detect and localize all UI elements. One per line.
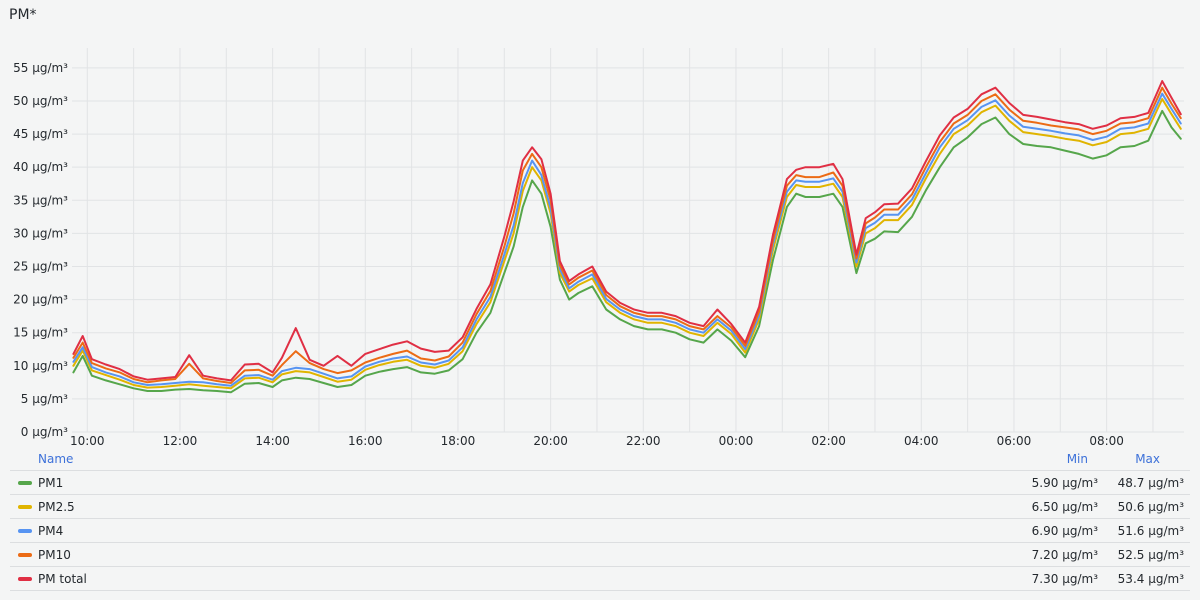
y-tick-label: 20 µg/m³ [13,293,68,307]
legend-max-value: 53.4 µg/m³ [1117,572,1184,586]
x-tick-label: 14:00 [255,434,290,448]
series-line-pm4 [72,92,1182,387]
y-tick-label: 30 µg/m³ [13,226,68,240]
legend-row-pm10[interactable]: PM10 7.20 µg/m³ 52.5 µg/m³ [10,543,1190,567]
y-axis-ticks: 0 µg/m³ 5 µg/m³ 10 µg/m³ 15 µg/m³ 20 µg/m³ 25… [13,61,68,439]
x-axis-ticks: 10:00 12:00 14:00 16:00 18:00 20:00 22:00 00:00… [70,434,1124,448]
x-tick-label: 18:00 [441,434,476,448]
x-tick-label: 08:00 [1089,434,1124,448]
legend-max-header[interactable]: Max [1135,452,1160,466]
legend-name-header[interactable]: Name [38,452,74,466]
y-tick-label: 5 µg/m³ [21,392,68,406]
x-tick-label: 06:00 [997,434,1032,448]
series-line-pm-total [72,80,1182,382]
legend-min-value: 6.50 µg/m³ [1031,500,1098,514]
legend-label[interactable]: PM1 [38,476,64,490]
series-color-swatch [18,505,32,509]
x-tick-label: 00:00 [719,434,754,448]
legend-label[interactable]: PM4 [38,524,64,538]
legend-header: Name Min Max [10,450,1190,471]
panel-title: PM* [9,7,37,23]
legend-row-pm4[interactable]: PM4 6.90 µg/m³ 51.6 µg/m³ [10,519,1190,543]
y-tick-label: 50 µg/m³ [13,94,68,108]
legend-max-value: 52.5 µg/m³ [1117,548,1184,562]
x-tick-label: 12:00 [163,434,198,448]
timeseries-chart: 0 µg/m³ 5 µg/m³ 10 µg/m³ 15 µg/m³ 20 µg/m³ 25… [13,48,1184,448]
y-tick-label: 25 µg/m³ [13,259,68,273]
legend-min-header[interactable]: Min [1066,452,1088,466]
series-lines [72,80,1182,394]
legend-table: Name Min Max PM1 5.90 µg/m³ 48.7 µg/m³ P… [10,450,1190,591]
legend-max-value: 51.6 µg/m³ [1117,524,1184,538]
x-tick-label: 02:00 [811,434,846,448]
legend-row-pm2-5[interactable]: PM2.5 6.50 µg/m³ 50.6 µg/m³ [10,495,1190,519]
legend-min-value: 5.90 µg/m³ [1031,476,1098,490]
series-line-pm2-5 [72,98,1182,390]
y-tick-label: 55 µg/m³ [13,61,68,75]
legend-max-value: 48.7 µg/m³ [1117,476,1184,490]
series-color-swatch [18,577,32,581]
legend-label[interactable]: PM10 [38,548,71,562]
y-tick-label: 45 µg/m³ [13,127,68,141]
y-tick-label: 15 µg/m³ [13,326,68,340]
y-tick-label: 35 µg/m³ [13,193,68,207]
legend-min-value: 6.90 µg/m³ [1031,524,1098,538]
y-tick-label: 10 µg/m³ [13,359,68,373]
series-line-pm1 [72,109,1182,394]
legend-max-value: 50.6 µg/m³ [1117,500,1184,514]
legend-min-value: 7.20 µg/m³ [1031,548,1098,562]
chart-grid [72,48,1184,433]
series-color-swatch [18,529,32,533]
series-color-swatch [18,553,32,557]
y-tick-label: 40 µg/m³ [13,160,68,174]
series-color-swatch [18,481,32,485]
legend-label[interactable]: PM2.5 [38,500,75,514]
y-tick-label: 0 µg/m³ [21,425,68,439]
x-tick-label: 04:00 [904,434,939,448]
x-tick-label: 16:00 [348,434,383,448]
series-line-pm10 [72,86,1182,384]
legend-min-value: 7.30 µg/m³ [1031,572,1098,586]
x-tick-label: 10:00 [70,434,105,448]
legend-row-pm-total[interactable]: PM total 7.30 µg/m³ 53.4 µg/m³ [10,567,1190,591]
legend-label[interactable]: PM total [38,572,87,586]
legend-row-pm1[interactable]: PM1 5.90 µg/m³ 48.7 µg/m³ [10,471,1190,495]
x-tick-label: 20:00 [533,434,568,448]
x-tick-label: 22:00 [626,434,661,448]
